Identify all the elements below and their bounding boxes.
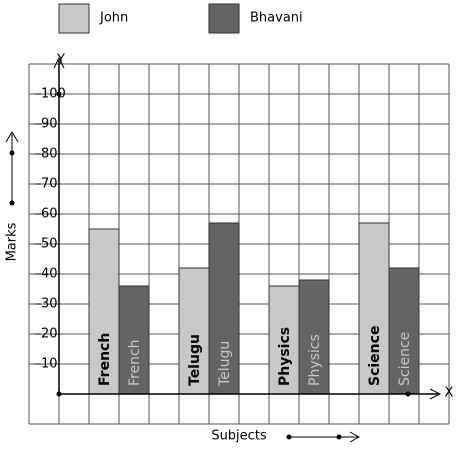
bar-category-label: Science <box>367 326 383 386</box>
axis-point <box>56 391 62 397</box>
bar <box>298 279 330 395</box>
bar-category-label: French <box>97 333 113 386</box>
bar <box>358 222 390 395</box>
y-axis-label: Marks <box>5 222 20 261</box>
y-tick-label: 90 <box>41 117 58 132</box>
x-axis-arrow <box>429 388 442 400</box>
y-axis-letter: Y <box>56 53 65 68</box>
y-tick-label: 40 <box>41 267 58 282</box>
y-axis-arrow <box>53 56 65 69</box>
bar-category-label: Physics <box>277 327 293 386</box>
x-label-arrow <box>286 431 361 443</box>
bar-category-label: Science <box>397 332 413 386</box>
x-axis-label: Subjects <box>211 429 267 444</box>
bar <box>178 267 210 395</box>
axis-point <box>405 391 411 397</box>
y-tick-label: 10 <box>41 357 58 372</box>
y-tick-label: 100 <box>41 87 66 102</box>
y-tick-label: 20 <box>41 327 58 342</box>
axis-point <box>56 91 62 97</box>
bar-category-label: Telugu <box>217 341 233 387</box>
y-label-arrow <box>5 131 19 206</box>
bar-category-label: Physics <box>307 334 323 386</box>
bar <box>388 267 420 395</box>
bar <box>118 285 150 395</box>
x-axis-letter: X <box>445 386 454 401</box>
legend-label: Bhavani <box>250 11 303 26</box>
y-tick-label: 30 <box>41 297 58 312</box>
bar <box>208 222 240 395</box>
legend-label: John <box>99 11 128 26</box>
y-tick-label: 50 <box>41 237 58 252</box>
y-tick-label: 60 <box>41 207 58 222</box>
bar-category-label: Telugu <box>187 334 203 386</box>
bar-category-label: French <box>127 339 143 386</box>
y-tick-label: 80 <box>41 147 58 162</box>
y-tick-label: 70 <box>41 177 58 192</box>
legend-swatch <box>208 3 240 34</box>
legend-swatch <box>58 3 90 34</box>
